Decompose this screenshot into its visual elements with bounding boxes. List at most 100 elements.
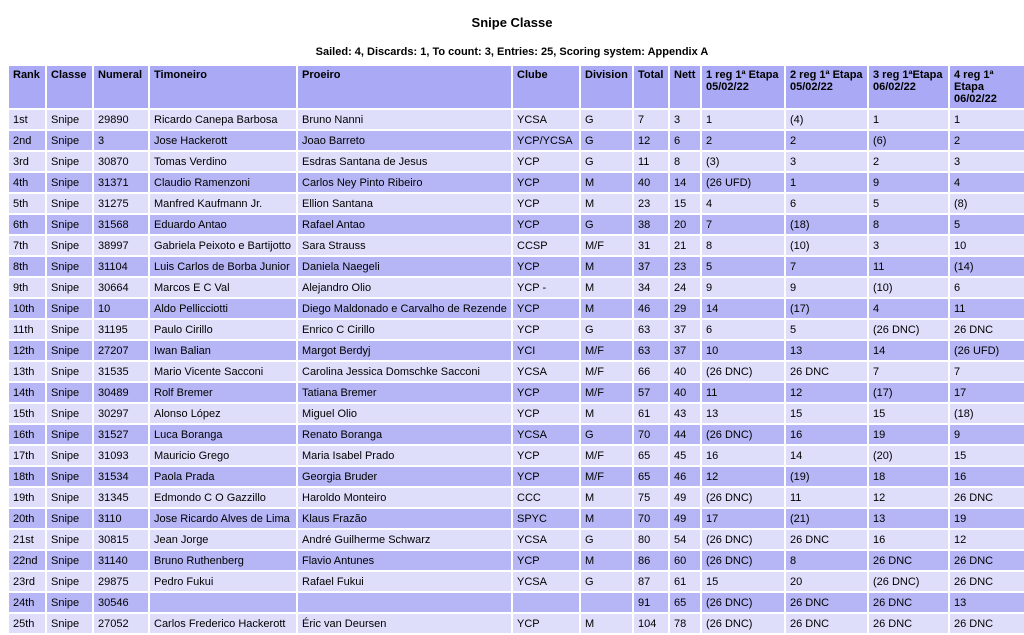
cell-total: 40 — [634, 173, 668, 192]
cell-race-2: (19) — [786, 467, 867, 486]
cell-clube: CCSP — [513, 236, 579, 255]
cell-nett: 24 — [670, 278, 700, 297]
cell-race-4: 26 DNC — [950, 614, 1024, 633]
cell-race-4: 26 DNC — [950, 488, 1024, 507]
cell-numeral: 27052 — [94, 614, 148, 633]
cell-race-3: 12 — [869, 488, 948, 507]
cell-race-3: 19 — [869, 425, 948, 444]
cell-division: M/F — [581, 236, 632, 255]
cell-race-2: 26 DNC — [786, 614, 867, 633]
cell-division: M/F — [581, 362, 632, 381]
page-title: Snipe Classe — [471, 15, 553, 30]
cell-race-3: (26 DNC) — [869, 572, 948, 591]
cell-race-3: (20) — [869, 446, 948, 465]
cell-race-2: 16 — [786, 425, 867, 444]
cell-division: G — [581, 215, 632, 234]
cell-proeiro: Miguel Olio — [298, 404, 511, 423]
table-row: 20th Snipe 3110 Jose Ricardo Alves de Lima K… — [9, 509, 1024, 528]
cell-rank: 15th — [9, 404, 45, 423]
cell-race-1: 6 — [702, 320, 784, 339]
cell-timoneiro: Jose Hackerott — [150, 131, 296, 150]
cell-race-1: 13 — [702, 404, 784, 423]
cell-division: M — [581, 404, 632, 423]
table-row: 1st Snipe 29890 Ricardo Canepa Barbosa Bruno… — [9, 110, 1024, 129]
cell-clube: CCC — [513, 488, 579, 507]
cell-clube: YCP/YCSA — [513, 131, 579, 150]
cell-clube: YCP — [513, 173, 579, 192]
cell-classe: Snipe — [47, 215, 92, 234]
cell-rank: 9th — [9, 278, 45, 297]
table-row: 14th Snipe 30489 Rolf Bremer Tatiana Bremer Y… — [9, 383, 1024, 402]
cell-race-1: (26 DNC) — [702, 530, 784, 549]
cell-clube: SPYC — [513, 509, 579, 528]
cell-numeral: 30297 — [94, 404, 148, 423]
cell-rank: 20th — [9, 509, 45, 528]
cell-rank: 19th — [9, 488, 45, 507]
cell-nett: 15 — [670, 194, 700, 213]
cell-race-3: 11 — [869, 257, 948, 276]
cell-race-4: 26 DNC — [950, 551, 1024, 570]
cell-race-3: 2 — [869, 152, 948, 171]
cell-race-2: (18) — [786, 215, 867, 234]
cell-total: 57 — [634, 383, 668, 402]
cell-timoneiro: Eduardo Antao — [150, 215, 296, 234]
cell-race-4: 16 — [950, 467, 1024, 486]
cell-proeiro: Ellion Santana — [298, 194, 511, 213]
cell-race-4: (14) — [950, 257, 1024, 276]
column-header-total: Total — [634, 66, 668, 108]
cell-nett: 37 — [670, 320, 700, 339]
cell-timoneiro: Gabriela Peixoto e Bartijotto — [150, 236, 296, 255]
column-header-race-1: 1 reg 1ª Etapa 05/02/22 — [702, 66, 784, 108]
cell-rank: 1st — [9, 110, 45, 129]
cell-race-4: 15 — [950, 446, 1024, 465]
cell-total: 37 — [634, 257, 668, 276]
cell-timoneiro — [150, 593, 296, 612]
cell-race-4: (8) — [950, 194, 1024, 213]
cell-total: 70 — [634, 509, 668, 528]
cell-rank: 6th — [9, 215, 45, 234]
cell-race-1: 5 — [702, 257, 784, 276]
cell-race-1: 4 — [702, 194, 784, 213]
cell-numeral: 30815 — [94, 530, 148, 549]
cell-total: 66 — [634, 362, 668, 381]
cell-proeiro: Éric van Deursen — [298, 614, 511, 633]
cell-race-1: 10 — [702, 341, 784, 360]
column-header-division: Division — [581, 66, 632, 108]
header-row: Rank Classe Numeral Timoneiro Proeiro Clube Di… — [9, 66, 1024, 108]
cell-proeiro: Sara Strauss — [298, 236, 511, 255]
cell-proeiro: Tatiana Bremer — [298, 383, 511, 402]
cell-race-2: 13 — [786, 341, 867, 360]
cell-race-3: 26 DNC — [869, 593, 948, 612]
cell-proeiro: Flavio Antunes — [298, 551, 511, 570]
cell-rank: 12th — [9, 341, 45, 360]
cell-race-3: 1 — [869, 110, 948, 129]
column-header-race-2: 2 reg 1ª Etapa 05/02/22 — [786, 66, 867, 108]
cell-proeiro — [298, 593, 511, 612]
cell-classe: Snipe — [47, 341, 92, 360]
cell-rank: 7th — [9, 236, 45, 255]
cell-numeral: 31140 — [94, 551, 148, 570]
cell-race-4: 19 — [950, 509, 1024, 528]
results-table: Rank Classe Numeral Timoneiro Proeiro Clube Di… — [7, 64, 1024, 635]
cell-nett: 44 — [670, 425, 700, 444]
cell-nett: 45 — [670, 446, 700, 465]
cell-timoneiro: Alonso López — [150, 404, 296, 423]
cell-race-4: 26 DNC — [950, 572, 1024, 591]
cell-total: 63 — [634, 341, 668, 360]
column-header-race-3: 3 reg 1ªEtapa 06/02/22 — [869, 66, 948, 108]
cell-race-2: 12 — [786, 383, 867, 402]
cell-race-3: 8 — [869, 215, 948, 234]
cell-race-3: 14 — [869, 341, 948, 360]
cell-classe: Snipe — [47, 299, 92, 318]
cell-numeral: 31275 — [94, 194, 148, 213]
column-header-classe: Classe — [47, 66, 92, 108]
table-row: 2nd Snipe 3 Jose Hackerott Joao Barreto YCP/Y… — [9, 131, 1024, 150]
cell-nett: 23 — [670, 257, 700, 276]
cell-clube: YCP — [513, 194, 579, 213]
cell-division: M/F — [581, 383, 632, 402]
cell-nett: 65 — [670, 593, 700, 612]
cell-timoneiro: Mauricio Grego — [150, 446, 296, 465]
cell-nett: 49 — [670, 509, 700, 528]
cell-race-1: 15 — [702, 572, 784, 591]
cell-proeiro: Bruno Nanni — [298, 110, 511, 129]
